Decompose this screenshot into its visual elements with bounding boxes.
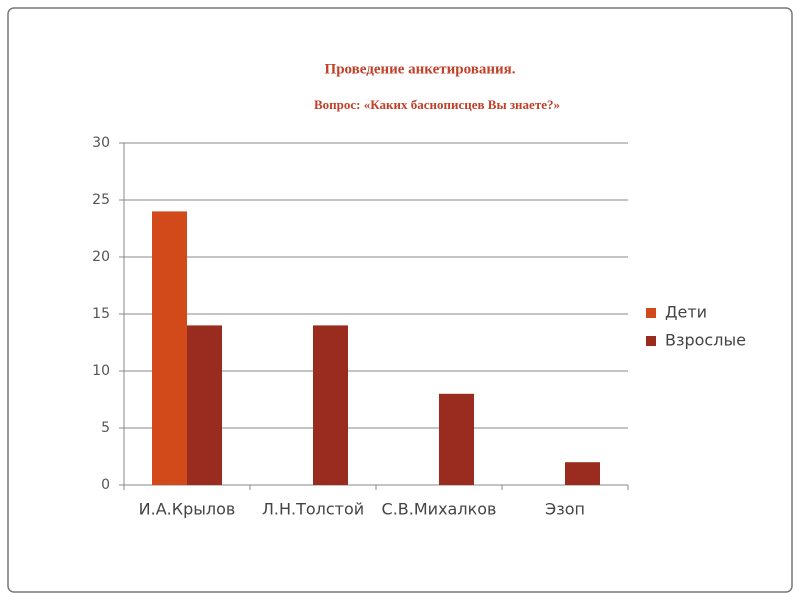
y-tick-label: 25	[92, 192, 110, 208]
legend-label: Дети	[665, 303, 707, 322]
y-tick-label: 10	[92, 363, 110, 379]
chart-subtitle: Вопрос: «Каких баснописцев Вы знаете?»	[314, 97, 560, 112]
legend-swatch	[646, 336, 656, 346]
y-tick-label: 0	[101, 477, 110, 493]
y-tick-label: 20	[92, 249, 110, 265]
bar	[152, 211, 187, 485]
bar	[187, 325, 222, 485]
bar	[439, 393, 474, 485]
legend-swatch	[646, 308, 656, 318]
y-tick-label: 30	[92, 135, 110, 151]
y-tick-label: 15	[92, 306, 110, 322]
legend-label: Взрослые	[665, 331, 746, 350]
chart-title: Проведение анкетирования.	[325, 61, 516, 77]
bar	[565, 462, 600, 485]
bar	[313, 325, 348, 485]
y-tick-label: 5	[101, 420, 110, 436]
x-tick-label: И.А.Крылов	[139, 500, 236, 519]
x-tick-label: С.В.Михалков	[382, 500, 497, 519]
x-tick-label: Л.Н.Толстой	[262, 500, 364, 519]
x-tick-label: Эзоп	[545, 500, 585, 519]
